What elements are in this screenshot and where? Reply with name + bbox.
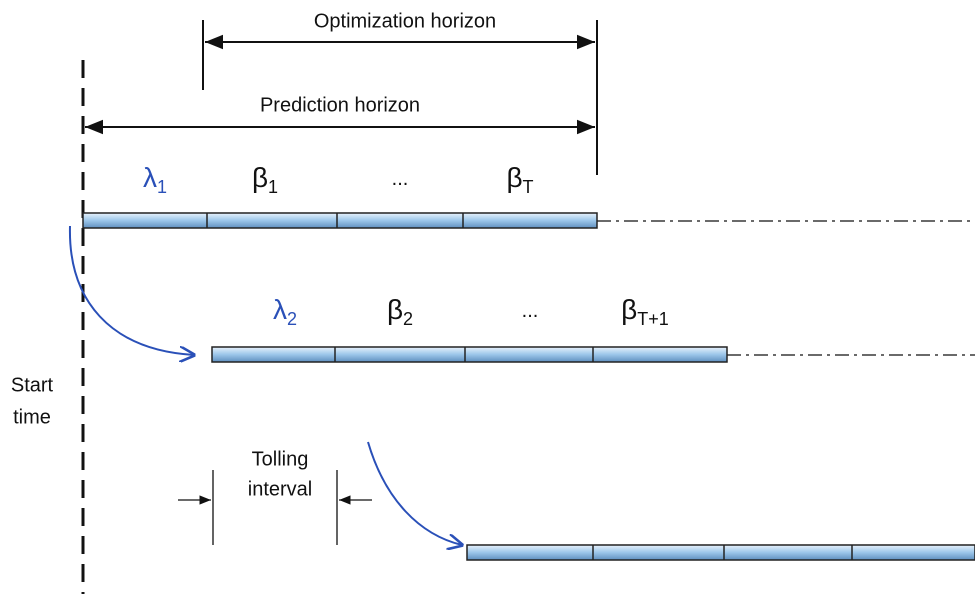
timeline-bar xyxy=(466,544,975,561)
period-symbol: ... xyxy=(392,168,409,190)
start-time-label: time xyxy=(13,406,51,428)
period-label: ... xyxy=(392,168,409,190)
tolling-interval-label: interval xyxy=(248,478,312,500)
period-symbol: β xyxy=(387,294,403,325)
period-subscript: T+1 xyxy=(637,309,669,329)
optimization-horizon-label: Optimization horizon xyxy=(314,10,496,32)
timeline-bar xyxy=(211,346,728,363)
period-symbol: β xyxy=(506,162,522,193)
period-subscript: 1 xyxy=(268,177,278,197)
period-label: β1 xyxy=(252,162,278,196)
period-subscript: T xyxy=(523,177,534,197)
period-label: λ2 xyxy=(273,294,297,328)
period-subscript: 1 xyxy=(157,177,167,197)
prediction-horizon-label: Prediction horizon xyxy=(260,94,420,116)
period-label: ... xyxy=(522,300,539,322)
period-symbol: λ xyxy=(273,294,287,325)
period-symbol: ... xyxy=(522,300,539,322)
period-label: βT+1 xyxy=(621,294,669,328)
period-subscript: 2 xyxy=(403,309,413,329)
period-label: β2 xyxy=(387,294,413,328)
tolling-interval-label: Tolling xyxy=(252,448,309,470)
period-label: βT xyxy=(506,162,533,196)
bars xyxy=(82,212,975,561)
timeline-bar xyxy=(82,212,598,229)
period-symbol: λ xyxy=(143,162,157,193)
period-subscript: 2 xyxy=(287,309,297,329)
horizon-guides xyxy=(81,20,975,594)
period-label: λ1 xyxy=(143,162,167,196)
period-symbol: β xyxy=(252,162,268,193)
period-symbol: β xyxy=(621,294,637,325)
shift-arrows xyxy=(68,225,462,545)
start-time-label: Start xyxy=(11,374,54,396)
